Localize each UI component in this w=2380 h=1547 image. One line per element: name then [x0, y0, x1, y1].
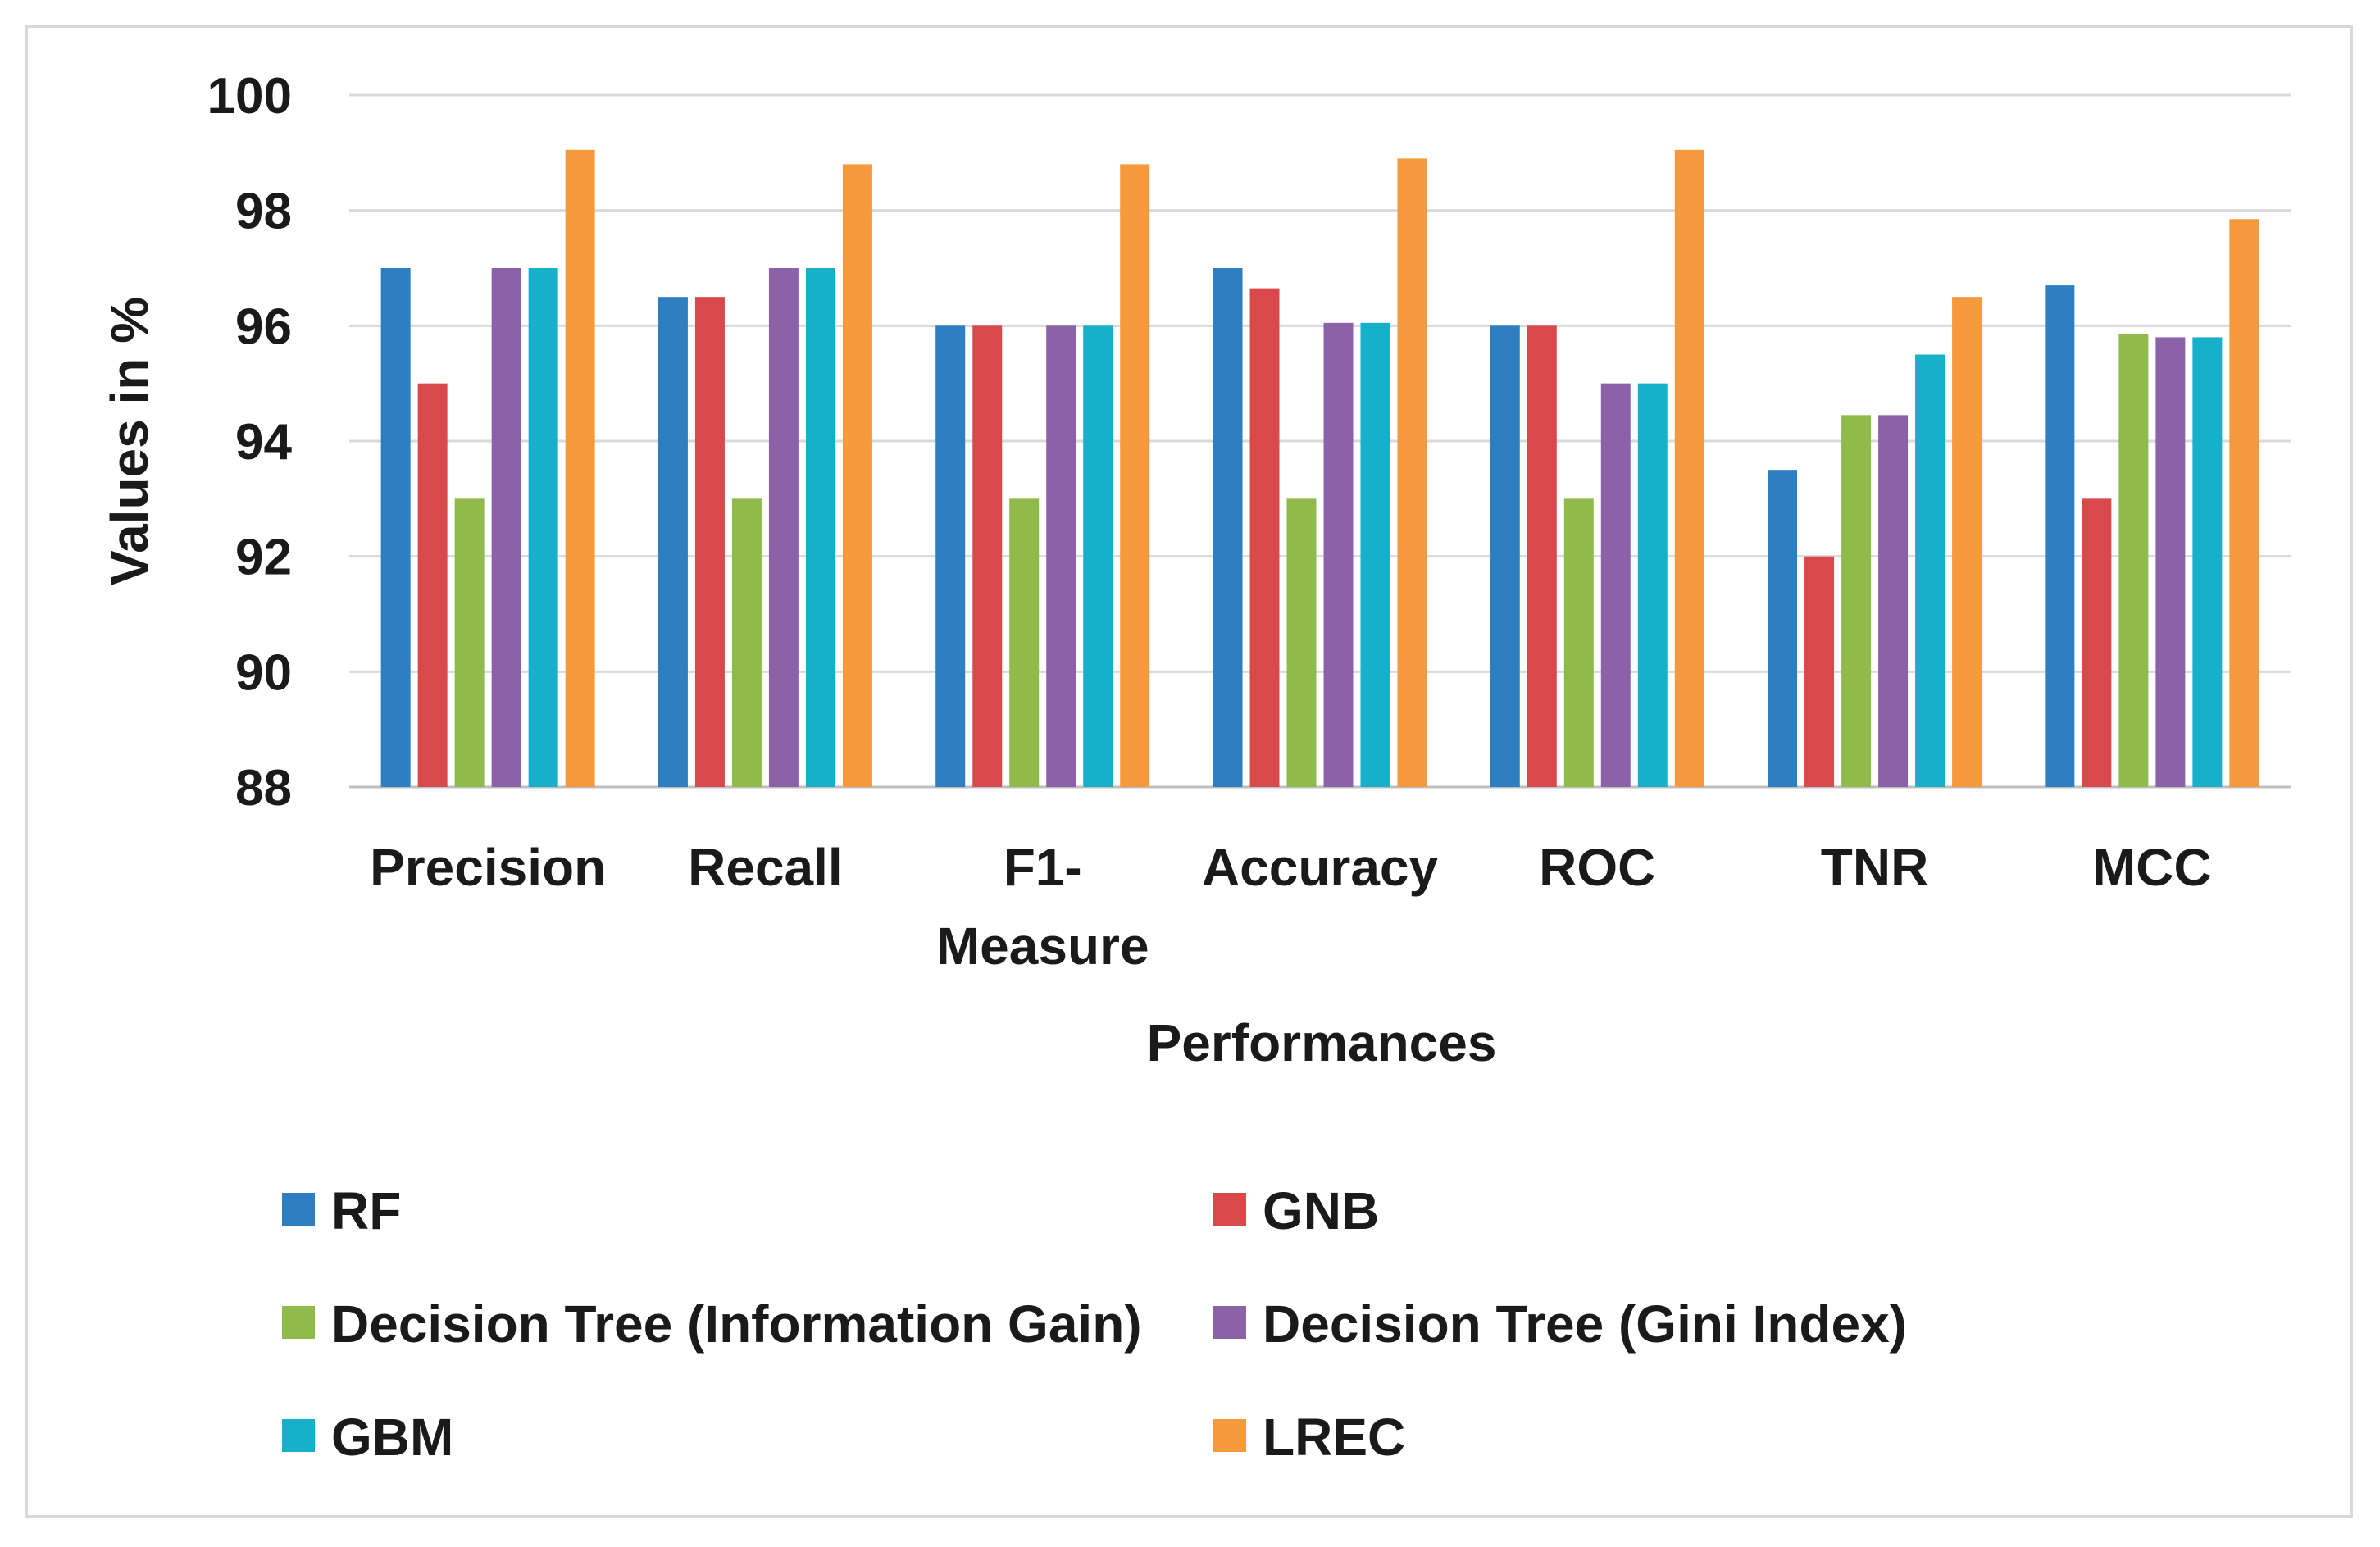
bar-gnb-3 [1249, 288, 1280, 787]
bar-gnb-0 [417, 383, 448, 787]
legend-swatch [282, 1419, 315, 1452]
bar-gbm-3 [1360, 322, 1390, 788]
legend-label: RF [331, 1181, 401, 1240]
bar-rf-4 [1490, 325, 1520, 787]
legend-label: GBM [331, 1408, 453, 1467]
x-axis-categories: Precision Recall F1- Measure Accuracy ROC TNR M… [370, 838, 2212, 976]
x-axis-title: Performances [1147, 1013, 1497, 1072]
bar-lrec-6 [2229, 219, 2259, 787]
bar-decision-tree-gini-index--6 [2155, 337, 2186, 787]
y-tick-label: 90 [235, 644, 292, 701]
bar-gbm-2 [1083, 325, 1113, 787]
x-category-label: Precision [370, 838, 606, 897]
x-category-label: TNR [1821, 838, 1929, 897]
bar-lrec-3 [1397, 158, 1427, 787]
y-tick-label: 98 [235, 184, 292, 240]
bar-gnb-2 [972, 325, 1003, 787]
bar-decision-tree-gini-index--5 [1878, 415, 1909, 787]
legend-label: GNB [1263, 1181, 1379, 1240]
bar-decision-tree-information-gain--5 [1841, 415, 1872, 787]
y-tick-label: 96 [235, 298, 292, 355]
bar-lrec-4 [1674, 149, 1704, 788]
y-tick-label: 100 [207, 68, 292, 125]
bar-lrec-2 [1120, 164, 1150, 787]
bar-decision-tree-gini-index--4 [1600, 383, 1631, 787]
bar-decision-tree-information-gain--0 [454, 498, 485, 787]
bar-lrec-1 [842, 164, 872, 787]
x-category-label: Recall [688, 838, 843, 897]
bar-gnb-6 [2082, 498, 2112, 787]
bar-decision-tree-information-gain--4 [1563, 498, 1594, 787]
bar-gbm-0 [528, 268, 558, 787]
y-tick-label: 88 [235, 760, 292, 817]
legend-swatch [282, 1193, 315, 1226]
legend-swatch [1213, 1193, 1246, 1226]
bars [380, 149, 2259, 788]
bar-rf-2 [935, 325, 966, 787]
bar-decision-tree-information-gain--2 [1009, 498, 1040, 787]
y-axis-title: Values in % [100, 297, 159, 585]
bar-decision-tree-information-gain--1 [731, 498, 762, 787]
bar-decision-tree-gini-index--0 [491, 268, 521, 787]
bar-decision-tree-gini-index--1 [768, 268, 799, 787]
bar-gbm-1 [805, 268, 835, 787]
bar-decision-tree-information-gain--3 [1286, 498, 1317, 787]
legend-swatch [282, 1306, 315, 1339]
y-tick-label: 92 [235, 530, 292, 586]
bar-decision-tree-gini-index--2 [1046, 325, 1076, 787]
legend: RF GNB Decision Tree (Information Gain) Dec… [282, 1181, 1907, 1467]
x-category-label: F1- [1003, 838, 1082, 897]
bar-lrec-0 [565, 149, 595, 788]
legend-swatch [1213, 1419, 1246, 1452]
legend-label: Decision Tree (Gini Index) [1263, 1294, 1907, 1354]
bar-rf-0 [380, 268, 411, 787]
bar-rf-3 [1213, 268, 1243, 787]
x-category-label: ROC [1539, 838, 1655, 897]
bar-gbm-5 [1915, 354, 1945, 787]
legend-label: Decision Tree (Information Gain) [331, 1294, 1142, 1354]
bar-gbm-4 [1637, 383, 1668, 787]
bar-gnb-1 [694, 297, 725, 788]
bar-gnb-4 [1527, 325, 1557, 787]
y-tick-label: 94 [235, 414, 292, 471]
bar-rf-5 [1768, 470, 1798, 787]
bar-gbm-6 [2192, 337, 2223, 787]
bar-gnb-5 [1804, 556, 1835, 787]
legend-label: LREC [1263, 1408, 1405, 1467]
bar-decision-tree-information-gain--6 [2118, 334, 2149, 788]
bar-rf-1 [658, 297, 688, 788]
x-category-label: Accuracy [1202, 838, 1439, 897]
x-category-label: Measure [936, 917, 1149, 976]
x-category-label: MCC [2092, 838, 2212, 897]
bar-rf-6 [2045, 285, 2075, 788]
bar-decision-tree-gini-index--3 [1323, 322, 1354, 788]
gridlines [349, 93, 2291, 789]
y-axis-ticks: 88 90 92 94 96 98 100 [207, 68, 293, 817]
legend-swatch [1213, 1306, 1246, 1339]
bar-lrec-5 [1952, 297, 1982, 788]
